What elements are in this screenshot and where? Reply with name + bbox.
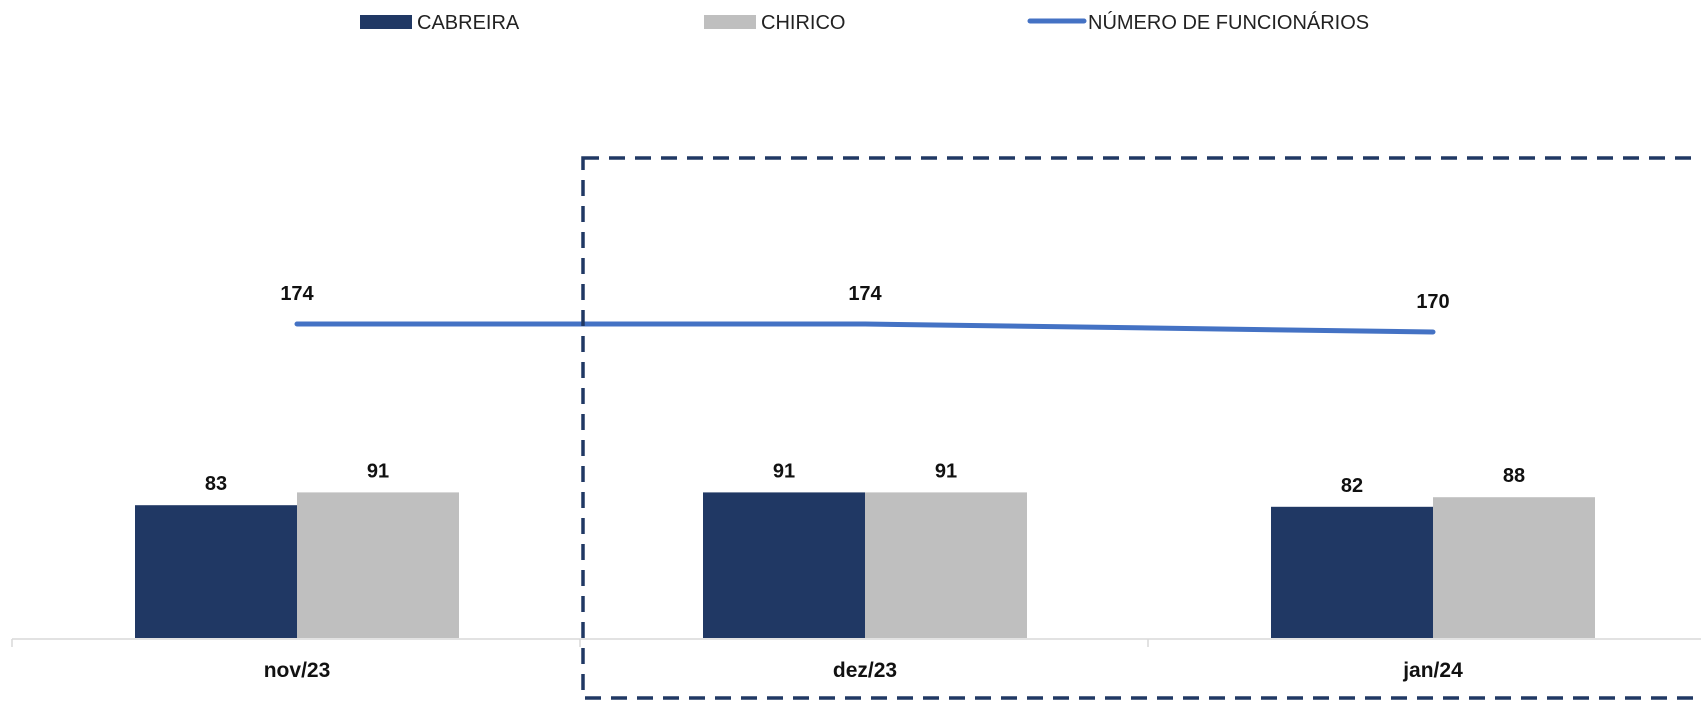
bar-cabreira-2 [703, 492, 865, 638]
bar-cabreira-3 [1271, 506, 1433, 638]
bar-chirico-3 [1433, 497, 1595, 638]
plot-area: 83 91 nov/23 91 91 dez/23 82 88 jan/24 174 174 170 [11, 156, 1701, 700]
line-data-label-3: 170 [1416, 291, 1449, 313]
bar-cabreira-1 [135, 505, 297, 638]
line-data-label-2: 174 [848, 283, 882, 305]
data-label-chirico-3: 88 [1503, 465, 1525, 487]
legend-item-chirico: CHIRICO [704, 12, 845, 34]
data-label-cabreira-1: 83 [205, 473, 227, 495]
x-tick-label-3: jan/24 [1402, 659, 1463, 682]
legend-label-chirico: CHIRICO [761, 12, 845, 34]
bar-chirico-1 [297, 492, 459, 638]
legend-swatch-cabreira [360, 15, 412, 29]
legend-swatch-chirico [704, 15, 756, 29]
line-numero-de-funcionarios [294, 321, 1436, 335]
data-label-chirico-1: 91 [367, 460, 389, 482]
bar-chirico-2 [865, 492, 1027, 638]
x-tick-label-1: nov/23 [264, 659, 331, 682]
legend-label-numero-de-funcionarios: NÚMERO DE FUNCIONÁRIOS [1088, 11, 1369, 34]
legend-item-numero-de-funcionarios: NÚMERO DE FUNCIONÁRIOS [1027, 11, 1369, 34]
legend-item-cabreira: CABREIRA [360, 12, 520, 34]
x-tick-label-2: dez/23 [833, 659, 897, 682]
line-data-label-1: 174 [280, 283, 314, 305]
highlight-box [581, 156, 1701, 700]
legend-label-cabreira: CABREIRA [417, 12, 520, 34]
data-label-chirico-2: 91 [935, 460, 957, 482]
legend: CABREIRA CHIRICO NÚMERO DE FUNCIONÁRIOS [360, 11, 1369, 34]
data-label-cabreira-3: 82 [1341, 475, 1363, 497]
data-label-cabreira-2: 91 [773, 460, 795, 482]
